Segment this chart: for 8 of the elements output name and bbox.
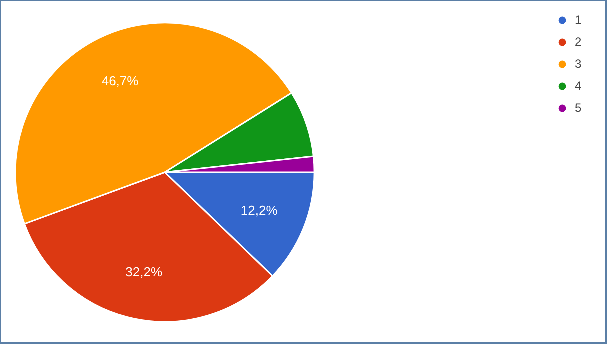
legend-label: 5 [575,101,583,115]
legend-label: 2 [575,35,583,49]
data-label: 32,2% [126,264,163,280]
legend-label: 4 [575,79,583,93]
data-label: 46,7% [102,74,140,89]
legend-label: 1 [575,13,583,27]
data-label: 12,2% [240,203,278,218]
legend-label: 3 [575,57,583,71]
